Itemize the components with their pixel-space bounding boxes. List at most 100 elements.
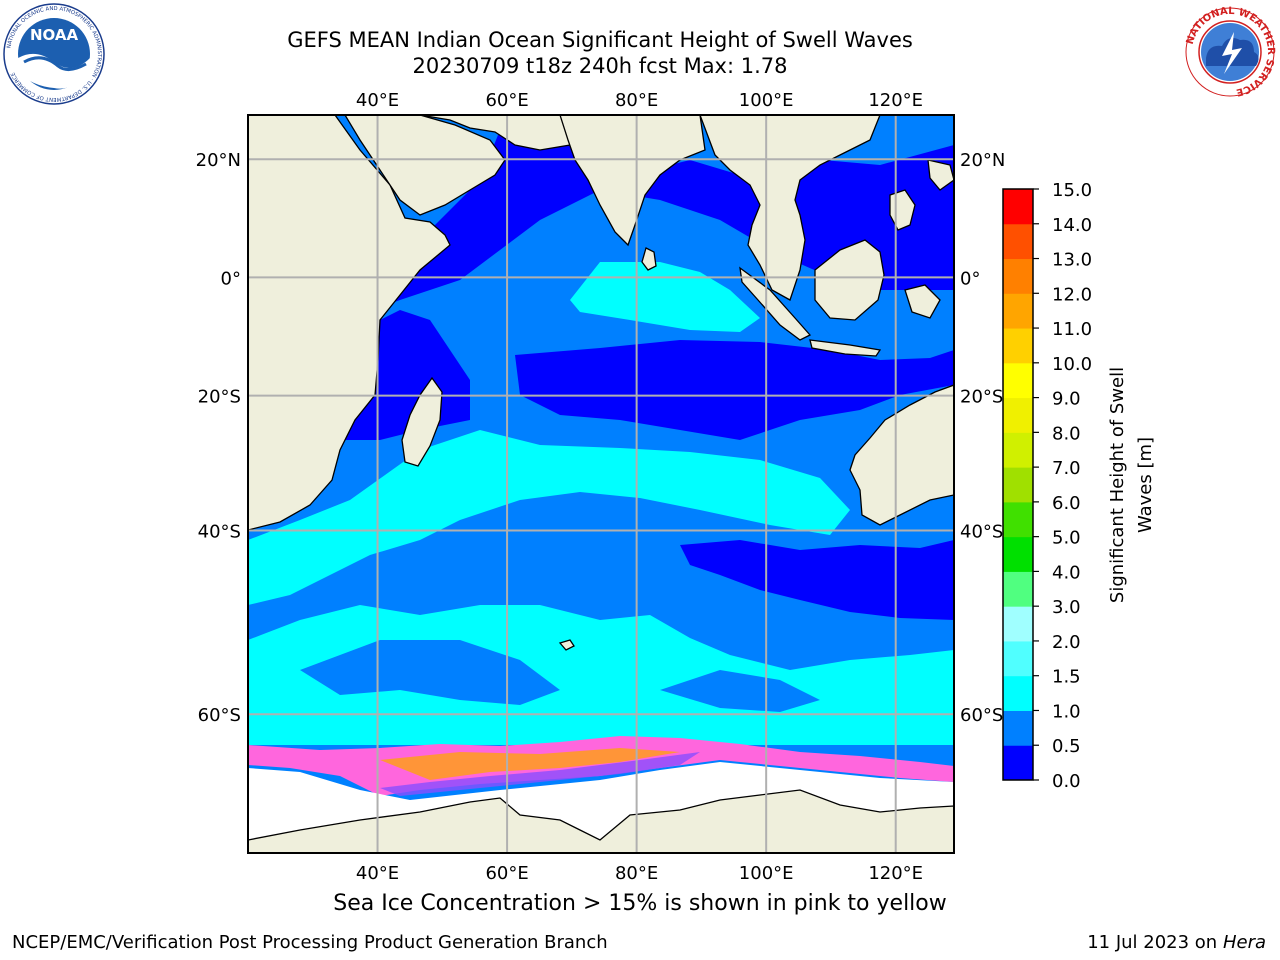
lon-tick-label: 80°E [615, 863, 658, 884]
colorbar-segment [1003, 675, 1033, 711]
lat-tick-labels-right: 20°N 0° 20°S 40°S 60°S [960, 150, 1005, 726]
colorbar-tick-label: 12.0 [1052, 284, 1092, 305]
colorbar-segment [1003, 640, 1033, 677]
colorbar-tick-label: 1.5 [1052, 667, 1081, 688]
madagascar-land [401, 376, 443, 467]
colorbar-tick-label: 15.0 [1052, 180, 1092, 201]
lon-tick-label: 40°E [356, 863, 399, 884]
lat-tick-label: 20°S [960, 387, 1003, 408]
colorbar-tick-labels: 15.0 14.0 13.0 12.0 11.0 10.0 9.0 8.0 7.0 6.0 5.0 4… [1033, 180, 1092, 792]
colorbar-tick-label: 8.0 [1052, 423, 1081, 444]
colorbar-tick-label: 3.0 [1052, 597, 1081, 618]
nws-logo-icon: NATIONAL WEATHER SERVICE [1185, 6, 1276, 98]
sri-lanka-land [641, 247, 657, 271]
lat-tick-labels-left: 20°N 0° 20°S 40°S 60°S [196, 150, 241, 726]
java-land [809, 339, 882, 357]
colorbar-segment [1003, 745, 1033, 781]
map-frame [247, 114, 955, 854]
kerguelen-island [558, 639, 575, 651]
map-area [248, 115, 954, 853]
gridlines [248, 115, 954, 853]
colorbar-segment [1003, 501, 1033, 538]
colorbar-segment [1003, 710, 1033, 746]
low-swell-zone [515, 340, 954, 440]
lat-tick-label: 60°S [198, 705, 241, 726]
lat-tick-label: 60°S [960, 705, 1003, 726]
colorbar-tick-label: 14.0 [1052, 215, 1092, 236]
sumatra-land [739, 266, 812, 341]
australia-land [849, 384, 954, 526]
islands-land [904, 284, 941, 319]
colorbar-tick-label: 2.0 [1052, 632, 1081, 653]
colorbar-segment [1003, 397, 1033, 433]
colorbar-tick-label: 7.0 [1052, 458, 1081, 479]
sea-ice-edge [380, 752, 700, 796]
colorbar-segment [1003, 432, 1033, 468]
colorbar-segment [1003, 467, 1033, 503]
footer-date-text: 11 Jul 2023 on [1087, 932, 1223, 953]
moderate-swell-band [570, 262, 760, 332]
colorbar-segment [1003, 328, 1033, 364]
footer-credit: NCEP/EMC/Verification Post Processing Pr… [12, 932, 608, 953]
lon-tick-label: 80°E [615, 90, 658, 111]
colorbar-segment [1003, 189, 1033, 225]
colorbar-tick-label: 0.0 [1052, 771, 1081, 792]
lat-tick-label: 40°S [960, 521, 1003, 542]
colorbar-segment [1003, 258, 1033, 294]
colorbar-segment [1003, 293, 1033, 329]
noaa-logo-text: NOAA [30, 26, 79, 44]
noaa-logo-icon: NOAA NATIONAL OCEANIC AND ATMOSPHERIC AD… [3, 3, 105, 105]
india-land [559, 115, 706, 247]
se-asia-land [699, 115, 881, 301]
lon-tick-labels-bottom: 40°E 60°E 80°E 100°E 120°E [356, 863, 923, 884]
lon-tick-label: 100°E [739, 863, 794, 884]
colorbar-tick-label: 5.0 [1052, 528, 1081, 549]
colorbar-label-line1: Significant Height of Swell [1107, 367, 1128, 603]
colorbar-segment [1003, 536, 1033, 572]
borneo-land [814, 239, 885, 321]
islands-land [927, 159, 954, 191]
colorbar-segment [1003, 571, 1033, 607]
colorbar-tick-label: 6.0 [1052, 493, 1081, 514]
colorbar-tick-label: 1.0 [1052, 701, 1081, 722]
lon-tick-label: 100°E [739, 90, 794, 111]
colorbar-tick-label: 13.0 [1052, 250, 1092, 271]
colorbar-label-line2: Waves [m] [1135, 437, 1156, 533]
colorbar-tick-label: 10.0 [1052, 354, 1092, 375]
lat-tick-label: 20°S [198, 387, 241, 408]
lon-tick-label: 120°E [868, 863, 923, 884]
colorbar-segment [1003, 223, 1033, 260]
lon-tick-label: 60°E [485, 863, 528, 884]
lon-tick-label: 60°E [485, 90, 528, 111]
chart-subtitle: 20230709 t18z 240h fcst Max: 1.78 [412, 54, 788, 78]
lat-tick-label: 0° [221, 268, 241, 289]
colorbar-tick-label: 9.0 [1052, 389, 1081, 410]
footer-machine: Hera [1222, 932, 1266, 953]
colorbar-segment [1003, 362, 1033, 399]
colorbar-tick-label: 11.0 [1052, 319, 1092, 340]
colorbar [1003, 189, 1033, 781]
colorbar-segment [1003, 606, 1033, 642]
lat-tick-label: 20°N [196, 150, 241, 171]
lon-tick-label: 120°E [868, 90, 923, 111]
colorbar-tick-label: 0.5 [1052, 736, 1081, 757]
lat-tick-label: 20°N [960, 150, 1005, 171]
antarctica-land [248, 789, 954, 853]
moderate-swell-band [300, 640, 560, 705]
lon-tick-labels-top: 40°E 60°E 80°E 100°E 120°E [356, 90, 923, 111]
africa-land [248, 115, 451, 531]
moderate-swell-band [660, 670, 820, 712]
colorbar-frame [1002, 188, 1034, 781]
chart-title: GEFS MEAN Indian Ocean Significant Heigh… [287, 28, 913, 52]
sea-ice-note: Sea Ice Concentration > 15% is shown in … [333, 891, 947, 916]
moderate-swell-band [248, 430, 850, 605]
arabia-land [344, 115, 506, 216]
lat-tick-label: 40°S [198, 521, 241, 542]
lat-tick-label: 0° [960, 268, 980, 289]
low-swell-zone [680, 540, 954, 620]
lon-tick-label: 40°E [356, 90, 399, 111]
sea-ice-edge [380, 748, 680, 780]
footer-date: 11 Jul 2023 on Hera [1087, 932, 1266, 954]
colorbar-tick-label: 4.0 [1052, 562, 1081, 583]
